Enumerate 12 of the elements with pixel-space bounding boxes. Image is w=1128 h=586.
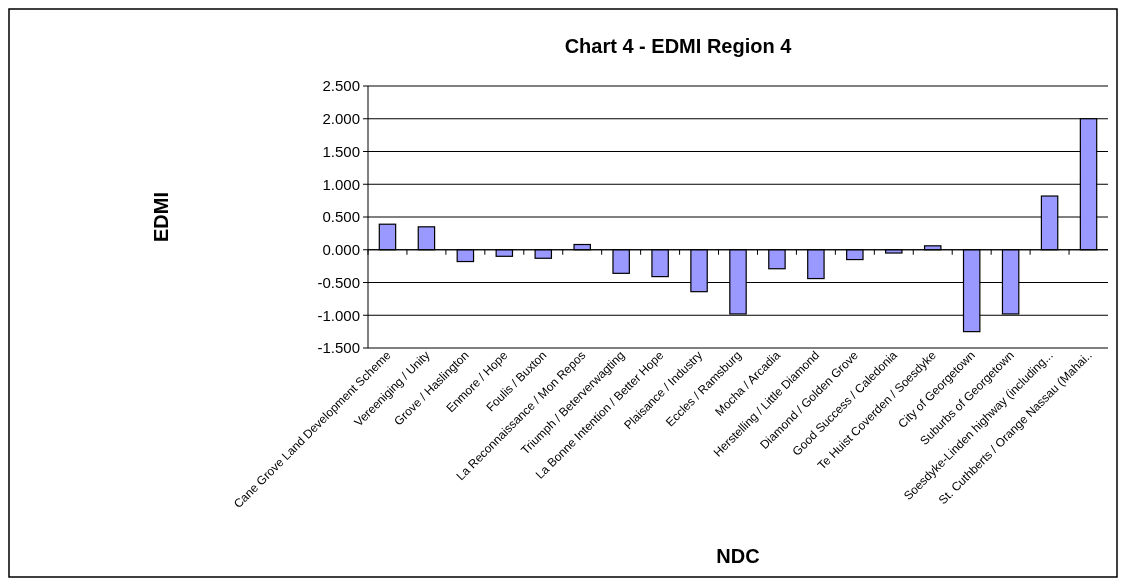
chart-title: Chart 4 - EDMI Region 4 (564, 35, 793, 57)
y-tick-label: 2.500 (322, 77, 360, 95)
y-tick-label: 1.500 (322, 142, 360, 160)
y-tick-label: 0.500 (322, 208, 360, 226)
y-tick-label: 0.000 (322, 241, 360, 258)
y-tick-label: 1.000 (322, 175, 360, 193)
y-tick-label: -1.000 (317, 306, 360, 324)
y-tick-label: -1.500 (317, 339, 360, 357)
y-axis-title: EDMI (150, 192, 172, 242)
y-tick-label: -0.500 (317, 273, 360, 291)
y-tick-label: 2.000 (322, 110, 360, 127)
x-axis-title: NDC (716, 545, 760, 567)
